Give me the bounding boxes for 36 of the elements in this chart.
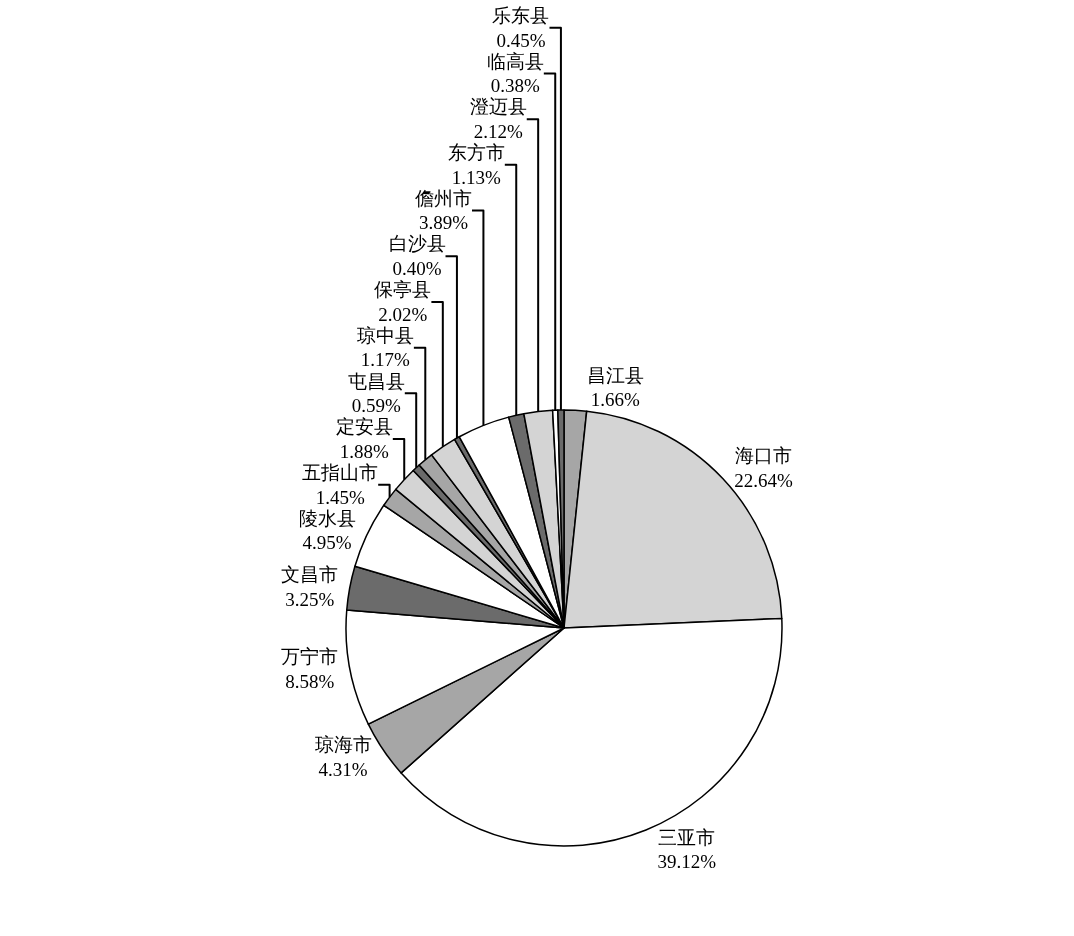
data-label: 39.12%	[657, 851, 717, 873]
slice-label: 琼中县	[356, 324, 414, 346]
data-label: 1.66%	[590, 389, 640, 411]
data-label: 4.95%	[302, 532, 352, 554]
data-label: 2.02%	[378, 303, 428, 325]
slice-label: 儋州市	[415, 187, 472, 209]
slice-label: 三亚市	[658, 826, 716, 848]
slice-label: 文昌市	[281, 564, 339, 586]
data-label: 0.45%	[496, 29, 546, 51]
data-label: 3.25%	[285, 589, 335, 610]
data-label: 0.38%	[490, 75, 541, 97]
data-label: 1.13%	[451, 166, 502, 188]
slice-label: 东方市	[447, 142, 505, 163]
slice-label: 保亭县	[374, 279, 432, 301]
data-label: 1.17%	[360, 349, 411, 371]
slice-label: 陵水县	[298, 507, 356, 529]
slice-label: 乐东县	[492, 4, 550, 26]
data-label: 0.59%	[351, 395, 401, 417]
slice-label: 临高县	[486, 50, 544, 72]
slice-label: 定安县	[335, 416, 393, 438]
slice-label: 昌江县	[586, 364, 644, 386]
slice-label: 海口市	[734, 445, 792, 466]
slice-label: 五指山市	[302, 461, 379, 483]
data-label: 0.40%	[392, 258, 442, 280]
data-label: 1.45%	[315, 486, 365, 508]
data-label: 3.89%	[418, 212, 469, 234]
data-label: 4.31%	[318, 758, 368, 780]
data-label: 8.58%	[285, 671, 335, 693]
slice-label: 琼海市	[314, 733, 372, 755]
data-label: 2.12%	[473, 121, 523, 142]
data-label: 22.64%	[734, 469, 793, 491]
slice-label: 万宁市	[281, 646, 339, 668]
slice-label: 白沙县	[388, 233, 446, 255]
data-label: 1.88%	[339, 440, 390, 462]
slice-label: 澄迈县	[469, 96, 527, 118]
slice-label: 屯昌县	[347, 370, 405, 392]
